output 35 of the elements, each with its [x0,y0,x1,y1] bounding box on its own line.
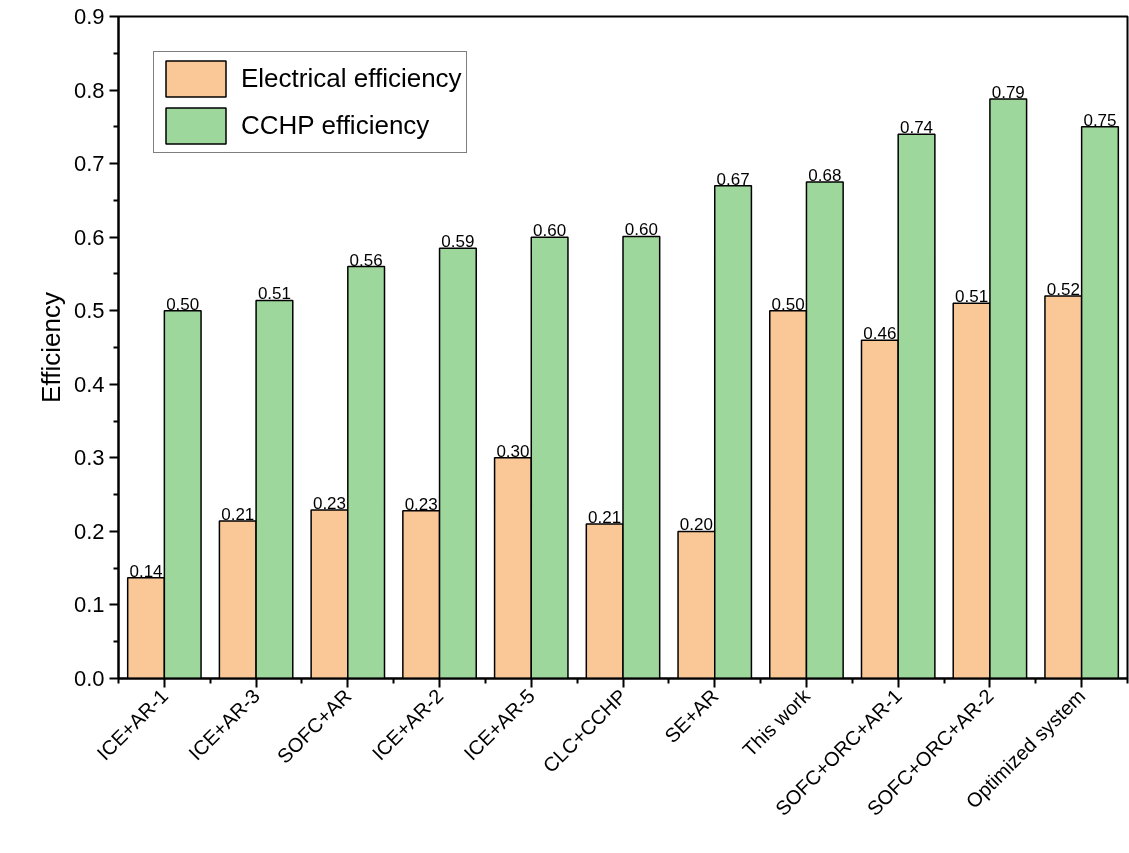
data-label: 0.23 [312,494,347,514]
y-axis-title: Efficiency [35,292,66,403]
data-label: 0.52 [1046,280,1080,300]
y-tick-label: 0.2 [73,518,105,544]
data-label: 0.59 [441,232,475,252]
y-tick-label: 0.8 [73,77,105,103]
data-label: 0.50 [771,294,805,314]
data-label: 0.51 [955,287,989,307]
data-label: 0.46 [863,324,897,344]
y-tick-label: 0.9 [73,4,105,29]
legend-label: CCHP efficiency [241,110,430,141]
data-label: 0.60 [533,221,567,241]
y-tick-label: 0.6 [73,224,105,250]
data-label: 0.21 [588,508,622,528]
y-tick-label: 0.3 [73,445,105,471]
legend-label: Electrical efficiency [241,63,462,94]
data-label: 0.21 [221,505,255,525]
y-tick-label: 0.5 [73,298,105,324]
data-label: 0.74 [899,118,934,138]
y-tick-label: 0.1 [73,592,105,618]
data-label: 0.50 [166,294,200,314]
y-tick-label: 0.4 [73,371,105,397]
data-label: 0.30 [496,441,530,461]
data-label: 0.51 [257,284,291,304]
data-label: 0.23 [404,494,438,514]
data-label: 0.75 [1083,110,1117,130]
data-label: 0.56 [349,250,383,270]
y-tick-label: 0.0 [73,666,105,691]
y-tick-label: 0.7 [73,151,105,177]
data-label: 0.14 [129,561,163,581]
data-label: 0.79 [991,82,1025,102]
data-label: 0.20 [679,515,713,535]
data-label: 0.68 [808,166,842,185]
data-label: 0.60 [624,220,658,240]
data-label: 0.67 [716,169,750,189]
